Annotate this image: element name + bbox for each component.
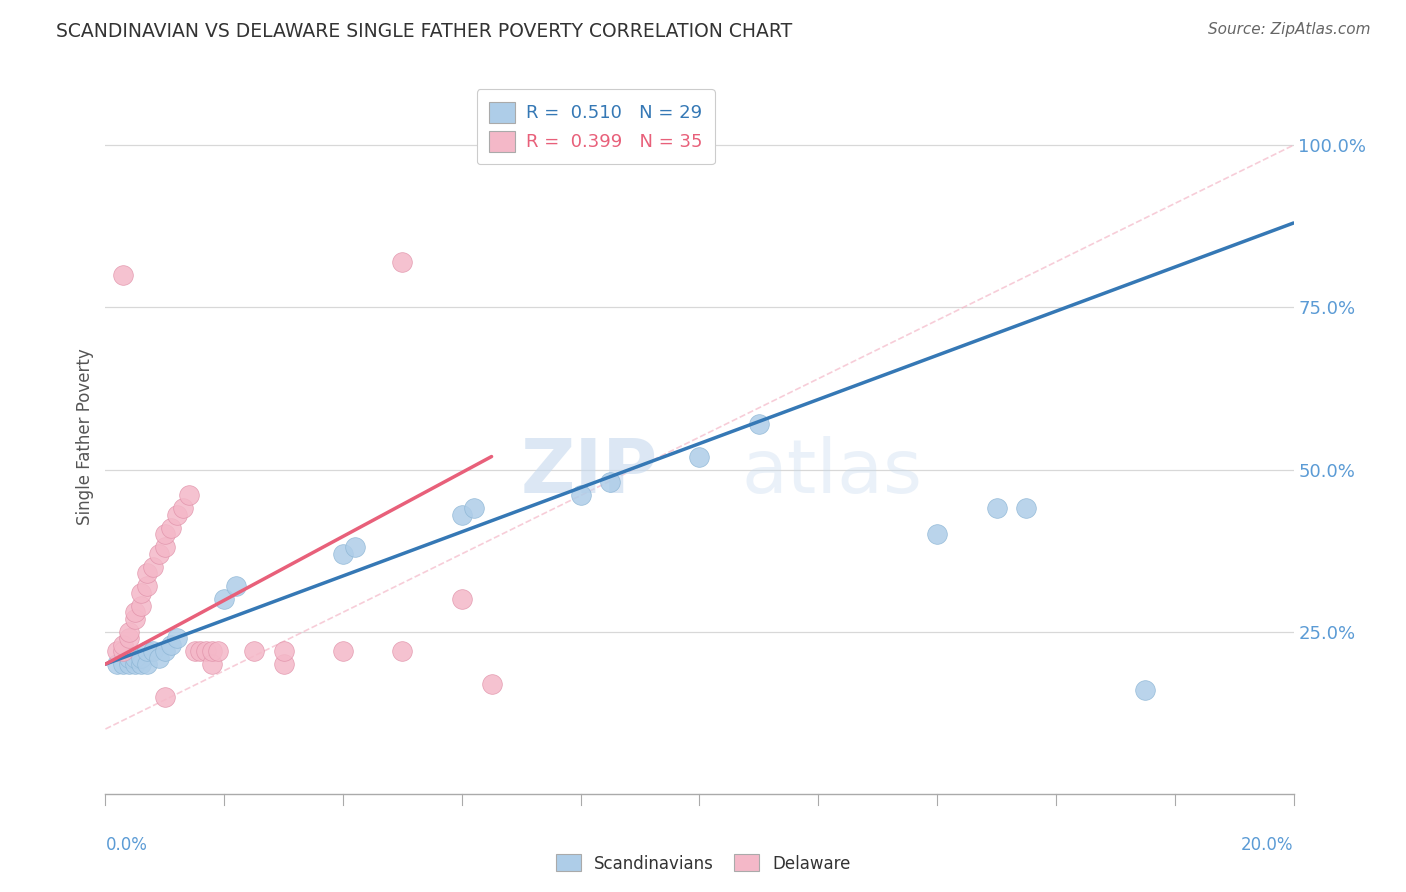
Point [481,676,503,690]
Text: Source: ZipAtlas.com: Source: ZipAtlas.com [1208,22,1371,37]
Legend: R =  0.510   N = 29, R =  0.399   N = 35: R = 0.510 N = 29, R = 0.399 N = 35 [477,89,714,164]
Text: 0.0%: 0.0% [105,836,148,854]
Point [1015,501,1038,516]
Point [112,644,135,658]
Point [1133,683,1156,698]
Point [195,644,218,658]
Legend: Scandinavians, Delaware: Scandinavians, Delaware [548,847,858,880]
Point [225,579,247,593]
Point [124,650,146,665]
Point [124,612,146,626]
Point [112,268,135,282]
Point [142,559,165,574]
Point [136,579,159,593]
Point [136,657,159,672]
Point [118,650,141,665]
Point [391,644,413,658]
Point [129,650,152,665]
Point [450,508,472,522]
Point [129,599,152,613]
Point [153,690,176,704]
Point [136,566,159,581]
Y-axis label: Single Father Poverty: Single Father Poverty [76,349,94,525]
Point [159,521,181,535]
Point [105,644,128,658]
Point [207,644,229,658]
Point [129,586,152,600]
Point [569,488,592,502]
Point [986,501,1008,516]
Point [118,624,141,639]
Point [343,541,366,555]
Text: ZIP: ZIP [520,436,658,509]
Text: 20.0%: 20.0% [1241,836,1294,854]
Point [463,501,485,516]
Point [118,631,141,645]
Point [166,631,188,645]
Point [118,657,141,672]
Point [183,644,205,658]
Point [159,638,181,652]
Point [214,592,236,607]
Point [153,541,176,555]
Text: atlas: atlas [741,436,922,509]
Point [142,644,165,658]
Point [153,644,176,658]
Point [243,644,266,658]
Point [332,547,354,561]
Point [153,527,176,541]
Point [927,527,949,541]
Point [148,547,170,561]
Point [201,657,224,672]
Point [201,644,224,658]
Point [105,657,128,672]
Point [689,450,711,464]
Point [177,488,200,502]
Point [136,644,159,658]
Point [273,657,295,672]
Point [148,650,170,665]
Point [112,638,135,652]
Point [332,644,354,658]
Point [599,475,621,490]
Point [112,657,135,672]
Point [190,644,212,658]
Point [748,417,770,431]
Point [129,657,152,672]
Point [124,657,146,672]
Point [124,605,146,619]
Text: SCANDINAVIAN VS DELAWARE SINGLE FATHER POVERTY CORRELATION CHART: SCANDINAVIAN VS DELAWARE SINGLE FATHER P… [56,22,793,41]
Point [172,501,194,516]
Point [450,592,472,607]
Point [391,255,413,269]
Point [166,508,188,522]
Point [273,644,295,658]
